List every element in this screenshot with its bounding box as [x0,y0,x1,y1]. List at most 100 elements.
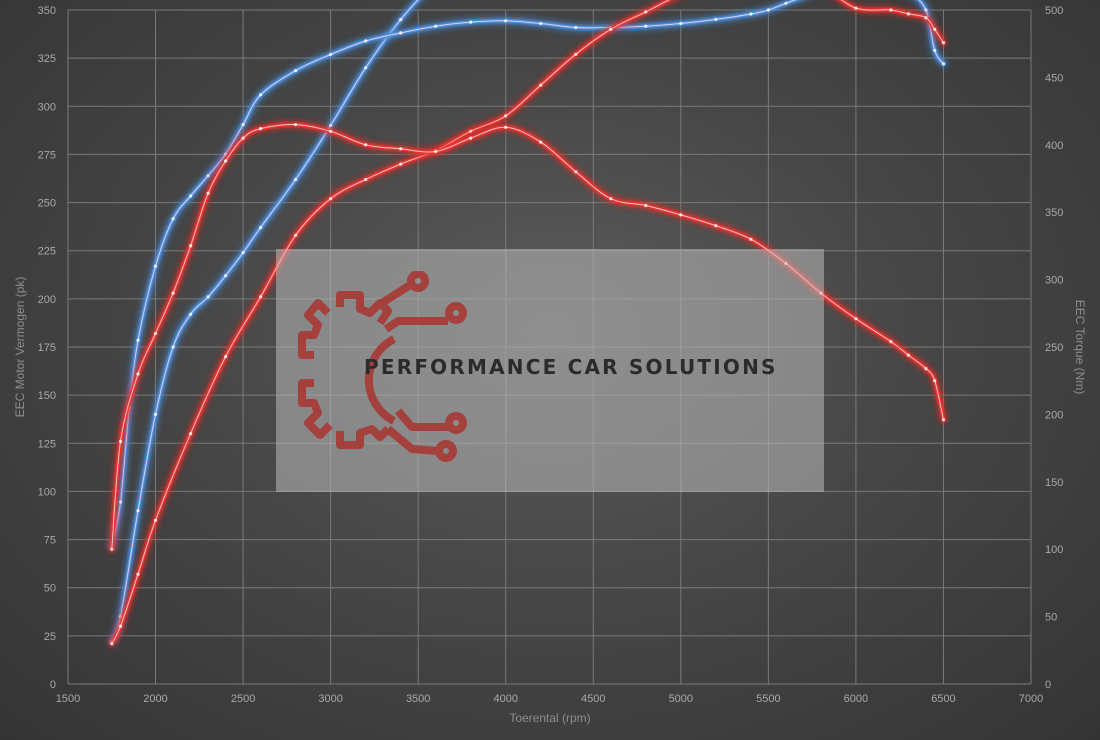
x-tick-label: 3500 [406,693,430,705]
series-1-point [539,21,543,26]
series-2-point [609,27,613,31]
series-3-point [136,372,140,376]
y-left-tick-label: 50 [44,583,56,595]
series-3-point [609,197,613,201]
series-3-point [933,379,937,383]
series-0-point [259,226,263,230]
y-left-tick-label: 300 [38,101,56,113]
series-3-point [153,331,158,336]
series-0-point [241,251,245,255]
x-tick-label: 1500 [56,693,80,705]
series-0-point [294,177,298,182]
series-3-point [924,367,928,371]
series-0-point [329,123,333,128]
y-left-tick-label: 350 [38,5,56,17]
series-1-point [399,31,403,35]
series-3-point [714,224,718,228]
series-2-point [504,114,508,118]
y-left-tick-label: 325 [38,53,56,65]
y-right-axis-title: EEC Torque (Nm) [1073,300,1087,394]
series-2-point [924,16,928,20]
y-right-tick-label: 350 [1045,207,1063,219]
y-left-tick-label: 25 [44,631,56,643]
x-tick-label: 5000 [669,693,693,705]
x-tick-label: 4000 [493,693,517,705]
series-3-point [679,213,683,217]
series-2-point [294,233,298,237]
x-axis-title: Toerental (rpm) [509,711,590,725]
series-3-point [434,149,438,154]
x-tick-label: 2000 [143,693,167,705]
y-left-tick-label: 75 [44,535,56,547]
series-1-point [933,48,937,53]
series-1-point [364,39,368,43]
series-2-point [644,10,648,14]
x-tick-label: 5500 [756,693,780,705]
series-3-point [469,136,473,140]
series-3-point [749,237,753,241]
y-right-tick-label: 100 [1045,544,1063,556]
series-3-point [854,317,858,321]
series-2-point [574,52,578,56]
series-3-point [574,170,578,174]
series-1-point [504,19,508,23]
series-3-point [329,129,333,133]
series-1-point [434,24,438,28]
series-core-1 [111,0,944,547]
watermark: PERFORMANCE CAR SOLUTIONS [276,249,824,492]
series-3-point [259,127,263,131]
series-0-point [364,66,368,70]
series-3-point [539,140,543,144]
series-core-0 [111,0,419,642]
y-right-tick-label: 500 [1045,5,1063,17]
y-right-tick-label: 0 [1045,679,1051,691]
y-left-axis-title: EEC Motor Vermogen (pk) [13,277,27,418]
series-3-point [644,203,648,208]
series-3-point [399,147,403,151]
y-left-tick-label: 150 [38,390,56,402]
series-2-point [153,518,158,522]
series-core-3 [111,124,944,550]
series-2-point [889,8,893,12]
series-3-point [224,159,228,163]
series-1-point [766,8,771,12]
series-3-point [171,291,175,295]
series-1-point [749,12,753,16]
y-left-tick-label: 100 [38,486,56,498]
series-0-point [171,345,175,349]
series-1-point [924,8,928,12]
series-1-point [136,338,140,342]
series-2-point [906,12,911,16]
series-3-point [241,136,245,140]
series-1-point [784,1,788,5]
y-left-tick-label: 175 [38,342,56,354]
y-left-tick-label: 225 [38,246,56,258]
series-2-point [259,295,263,299]
series-2-point [933,27,937,31]
series-3-point [889,340,893,344]
series-3-point [364,143,368,147]
series-2-point [941,41,946,45]
x-tick-label: 7000 [1019,693,1043,705]
series-1-point [679,21,683,26]
series-1-point [294,69,298,73]
series-3-point [118,439,123,443]
series-2-point [110,642,114,646]
series-0-point [224,274,228,278]
series-1-point [241,123,245,127]
x-tick-label: 6000 [844,693,868,705]
gear-circuit-logo-icon [298,271,467,462]
series-0-point [206,295,210,299]
series-1-point [714,17,718,21]
y-left-tick-label: 0 [50,679,56,691]
series-0-point [136,509,140,513]
series-1-point [153,264,158,268]
series-2-point [224,355,228,359]
y-right-tick-label: 300 [1045,275,1063,287]
y-right-tick-label: 150 [1045,477,1063,489]
series-2-point [189,432,193,436]
series-3-point [941,418,946,422]
y-left-tick-label: 125 [38,438,56,450]
